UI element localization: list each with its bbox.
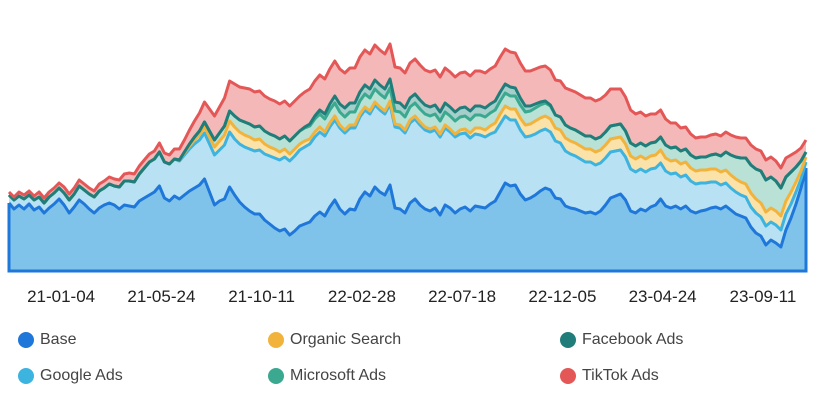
stacked-area-chart: 21-01-04 21-05-24 21-10-11 22-02-28 22-0… <box>7 42 808 306</box>
x-tick-label: 22-07-18 <box>428 287 496 306</box>
x-axis: 21-01-04 21-05-24 21-10-11 22-02-28 22-0… <box>27 287 796 306</box>
x-tick-label: 21-05-24 <box>127 287 195 306</box>
legend-dot-icon <box>268 368 284 384</box>
legend-item-base[interactable]: Base <box>18 328 76 352</box>
legend-label: Organic Search <box>290 331 402 348</box>
x-tick-label: 23-09-11 <box>730 287 797 306</box>
x-tick-label: 22-02-28 <box>328 287 396 306</box>
x-tick-label: 23-04-24 <box>629 287 697 306</box>
legend-item-organic-search[interactable]: Organic Search <box>268 328 401 352</box>
series-lines <box>7 42 808 273</box>
area-base <box>9 168 806 271</box>
area-tiktok-ads <box>9 44 806 203</box>
x-tick-label: 21-01-04 <box>27 287 95 306</box>
legend-item-facebook-ads[interactable]: Facebook Ads <box>560 328 683 352</box>
legend-item-microsoft-ads[interactable]: Microsoft Ads <box>268 364 386 388</box>
area-layers <box>9 44 806 271</box>
x-tick-label: 21-10-11 <box>228 287 295 306</box>
legend-label: Base <box>40 331 77 348</box>
line-base <box>7 167 808 249</box>
legend-item-tiktok-ads[interactable]: TikTok Ads <box>560 364 659 388</box>
legend-label: Google Ads <box>40 367 123 384</box>
x-tick-label: 22-12-05 <box>528 287 596 306</box>
line-facebook-ads <box>7 77 808 205</box>
legend-dot-icon <box>560 368 576 384</box>
legend-dot-icon <box>560 332 576 348</box>
legend-dot-icon <box>268 332 284 348</box>
line-tiktok-ads <box>7 42 808 200</box>
legend-dot-icon <box>18 368 34 384</box>
legend-label: Facebook Ads <box>582 331 684 348</box>
area-google-ads <box>9 104 806 247</box>
legend: Base Organic Search Facebook Ads Google … <box>0 322 816 401</box>
legend-item-google-ads[interactable]: Google Ads <box>18 364 123 388</box>
base-area-outline <box>7 168 808 273</box>
legend-dot-icon <box>18 332 34 348</box>
legend-label: Microsoft Ads <box>290 367 387 384</box>
legend-label: TikTok Ads <box>582 367 659 384</box>
